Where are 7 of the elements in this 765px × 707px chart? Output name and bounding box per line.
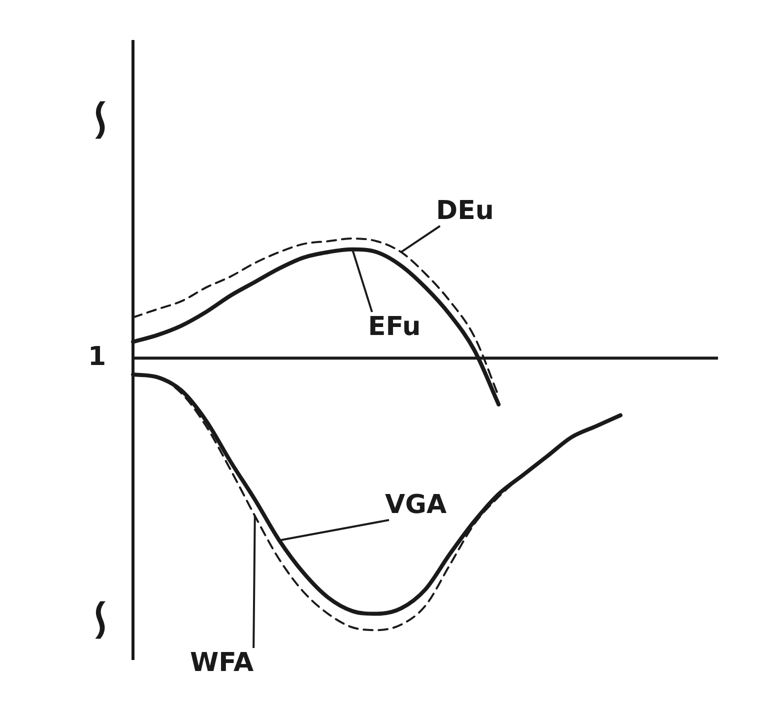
text: ∽ [66,94,136,146]
series-label: VGA [385,490,447,520]
text: WFA [190,648,254,678]
text: 1 [88,342,106,372]
annotation: ∽ [66,594,136,646]
series-label: EFu [368,312,421,342]
series-label: DEu [436,196,494,226]
